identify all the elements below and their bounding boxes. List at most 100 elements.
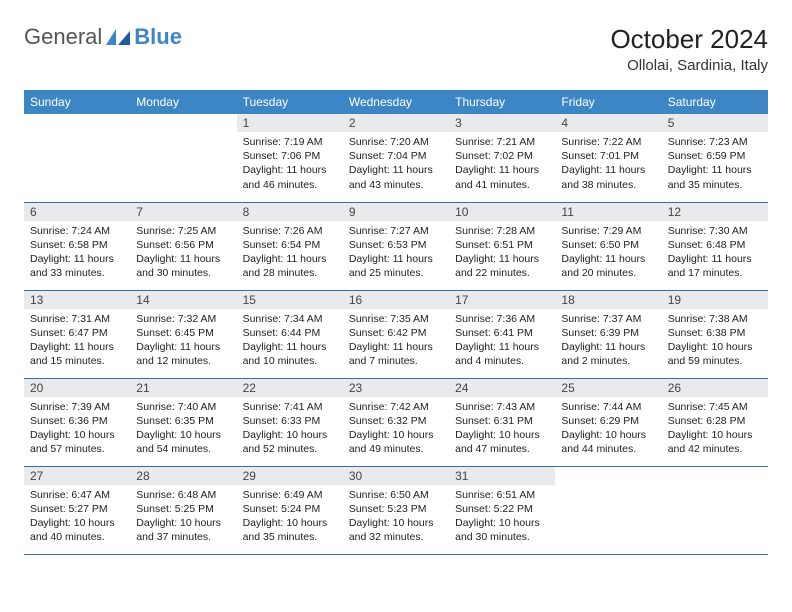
day-details: Sunrise: 7:24 AMSunset: 6:58 PMDaylight:… [24, 221, 130, 284]
sunrise-line: Sunrise: 7:28 AM [455, 224, 549, 238]
day-number: 31 [449, 467, 555, 485]
day-number: 15 [237, 291, 343, 309]
daylight-line: Daylight: 11 hours and 35 minutes. [668, 163, 762, 191]
logo-sail-icon [106, 29, 130, 45]
daylight-line: Daylight: 10 hours and 30 minutes. [455, 516, 549, 544]
calendar-cell: 28Sunrise: 6:48 AMSunset: 5:25 PMDayligh… [130, 466, 236, 554]
sunrise-line: Sunrise: 7:45 AM [668, 400, 762, 414]
calendar-cell: 29Sunrise: 6:49 AMSunset: 5:24 PMDayligh… [237, 466, 343, 554]
calendar-cell: 18Sunrise: 7:37 AMSunset: 6:39 PMDayligh… [555, 290, 661, 378]
calendar-week: 27Sunrise: 6:47 AMSunset: 5:27 PMDayligh… [24, 466, 768, 554]
header: General Blue October 2024 Ollolai, Sardi… [24, 24, 768, 74]
daylight-line: Daylight: 10 hours and 32 minutes. [349, 516, 443, 544]
day-header: Friday [555, 90, 661, 114]
day-number: 18 [555, 291, 661, 309]
day-details: Sunrise: 6:51 AMSunset: 5:22 PMDaylight:… [449, 485, 555, 548]
sunset-line: Sunset: 7:02 PM [455, 149, 549, 163]
sunrise-line: Sunrise: 7:21 AM [455, 135, 549, 149]
calendar-week: 6Sunrise: 7:24 AMSunset: 6:58 PMDaylight… [24, 202, 768, 290]
day-details: Sunrise: 7:22 AMSunset: 7:01 PMDaylight:… [555, 132, 661, 195]
day-details: Sunrise: 7:32 AMSunset: 6:45 PMDaylight:… [130, 309, 236, 372]
calendar-cell: .. [662, 466, 768, 554]
sunrise-line: Sunrise: 6:48 AM [136, 488, 230, 502]
daylight-line: Daylight: 11 hours and 22 minutes. [455, 252, 549, 280]
day-number: 16 [343, 291, 449, 309]
sunset-line: Sunset: 6:35 PM [136, 414, 230, 428]
sunset-line: Sunset: 6:32 PM [349, 414, 443, 428]
sunrise-line: Sunrise: 7:26 AM [243, 224, 337, 238]
calendar-cell: 2Sunrise: 7:20 AMSunset: 7:04 PMDaylight… [343, 114, 449, 202]
day-details: Sunrise: 7:29 AMSunset: 6:50 PMDaylight:… [555, 221, 661, 284]
sunrise-line: Sunrise: 6:49 AM [243, 488, 337, 502]
calendar-cell: 22Sunrise: 7:41 AMSunset: 6:33 PMDayligh… [237, 378, 343, 466]
day-details: Sunrise: 6:49 AMSunset: 5:24 PMDaylight:… [237, 485, 343, 548]
sunset-line: Sunset: 6:39 PM [561, 326, 655, 340]
sunset-line: Sunset: 6:53 PM [349, 238, 443, 252]
daylight-line: Daylight: 10 hours and 49 minutes. [349, 428, 443, 456]
calendar-cell: 4Sunrise: 7:22 AMSunset: 7:01 PMDaylight… [555, 114, 661, 202]
daylight-line: Daylight: 11 hours and 43 minutes. [349, 163, 443, 191]
daylight-line: Daylight: 10 hours and 54 minutes. [136, 428, 230, 456]
day-number: 26 [662, 379, 768, 397]
sunset-line: Sunset: 6:41 PM [455, 326, 549, 340]
day-number: 7 [130, 203, 236, 221]
day-number: 4 [555, 114, 661, 132]
sunset-line: Sunset: 7:06 PM [243, 149, 337, 163]
sunset-line: Sunset: 5:22 PM [455, 502, 549, 516]
sunrise-line: Sunrise: 7:27 AM [349, 224, 443, 238]
calendar-cell: 27Sunrise: 6:47 AMSunset: 5:27 PMDayligh… [24, 466, 130, 554]
calendar-cell: 23Sunrise: 7:42 AMSunset: 6:32 PMDayligh… [343, 378, 449, 466]
daylight-line: Daylight: 11 hours and 33 minutes. [30, 252, 124, 280]
sunrise-line: Sunrise: 7:39 AM [30, 400, 124, 414]
daylight-line: Daylight: 11 hours and 17 minutes. [668, 252, 762, 280]
sunset-line: Sunset: 7:01 PM [561, 149, 655, 163]
sunrise-line: Sunrise: 7:24 AM [30, 224, 124, 238]
daylight-line: Daylight: 11 hours and 15 minutes. [30, 340, 124, 368]
day-details: Sunrise: 7:45 AMSunset: 6:28 PMDaylight:… [662, 397, 768, 460]
calendar-cell: 13Sunrise: 7:31 AMSunset: 6:47 PMDayligh… [24, 290, 130, 378]
calendar-cell: 21Sunrise: 7:40 AMSunset: 6:35 PMDayligh… [130, 378, 236, 466]
sunrise-line: Sunrise: 7:35 AM [349, 312, 443, 326]
day-number: 9 [343, 203, 449, 221]
day-details: Sunrise: 7:34 AMSunset: 6:44 PMDaylight:… [237, 309, 343, 372]
sunrise-line: Sunrise: 7:37 AM [561, 312, 655, 326]
title-block: October 2024 Ollolai, Sardinia, Italy [610, 24, 768, 74]
sunset-line: Sunset: 6:33 PM [243, 414, 337, 428]
calendar-cell: 26Sunrise: 7:45 AMSunset: 6:28 PMDayligh… [662, 378, 768, 466]
day-details: Sunrise: 7:42 AMSunset: 6:32 PMDaylight:… [343, 397, 449, 460]
sunrise-line: Sunrise: 6:47 AM [30, 488, 124, 502]
sunrise-line: Sunrise: 7:25 AM [136, 224, 230, 238]
sunset-line: Sunset: 6:48 PM [668, 238, 762, 252]
sunrise-line: Sunrise: 7:38 AM [668, 312, 762, 326]
day-header: Sunday [24, 90, 130, 114]
daylight-line: Daylight: 10 hours and 57 minutes. [30, 428, 124, 456]
calendar-cell: 8Sunrise: 7:26 AMSunset: 6:54 PMDaylight… [237, 202, 343, 290]
sunrise-line: Sunrise: 6:51 AM [455, 488, 549, 502]
logo-text-general: General [24, 24, 102, 50]
sunrise-line: Sunrise: 7:31 AM [30, 312, 124, 326]
sunset-line: Sunset: 5:25 PM [136, 502, 230, 516]
day-number: 14 [130, 291, 236, 309]
sunrise-line: Sunrise: 7:23 AM [668, 135, 762, 149]
daylight-line: Daylight: 10 hours and 52 minutes. [243, 428, 337, 456]
daylight-line: Daylight: 11 hours and 20 minutes. [561, 252, 655, 280]
sunset-line: Sunset: 6:28 PM [668, 414, 762, 428]
day-details: Sunrise: 7:44 AMSunset: 6:29 PMDaylight:… [555, 397, 661, 460]
day-details: Sunrise: 7:38 AMSunset: 6:38 PMDaylight:… [662, 309, 768, 372]
sunrise-line: Sunrise: 7:22 AM [561, 135, 655, 149]
day-number: 30 [343, 467, 449, 485]
day-number: 12 [662, 203, 768, 221]
calendar-cell: 1Sunrise: 7:19 AMSunset: 7:06 PMDaylight… [237, 114, 343, 202]
daylight-line: Daylight: 11 hours and 10 minutes. [243, 340, 337, 368]
day-number: 8 [237, 203, 343, 221]
day-details: Sunrise: 7:31 AMSunset: 6:47 PMDaylight:… [24, 309, 130, 372]
day-details: Sunrise: 6:50 AMSunset: 5:23 PMDaylight:… [343, 485, 449, 548]
calendar-week: 20Sunrise: 7:39 AMSunset: 6:36 PMDayligh… [24, 378, 768, 466]
calendar-cell: 11Sunrise: 7:29 AMSunset: 6:50 PMDayligh… [555, 202, 661, 290]
day-details: Sunrise: 7:21 AMSunset: 7:02 PMDaylight:… [449, 132, 555, 195]
sunset-line: Sunset: 6:58 PM [30, 238, 124, 252]
daylight-line: Daylight: 10 hours and 37 minutes. [136, 516, 230, 544]
calendar-cell: 6Sunrise: 7:24 AMSunset: 6:58 PMDaylight… [24, 202, 130, 290]
daylight-line: Daylight: 10 hours and 47 minutes. [455, 428, 549, 456]
calendar-head: SundayMondayTuesdayWednesdayThursdayFrid… [24, 90, 768, 114]
